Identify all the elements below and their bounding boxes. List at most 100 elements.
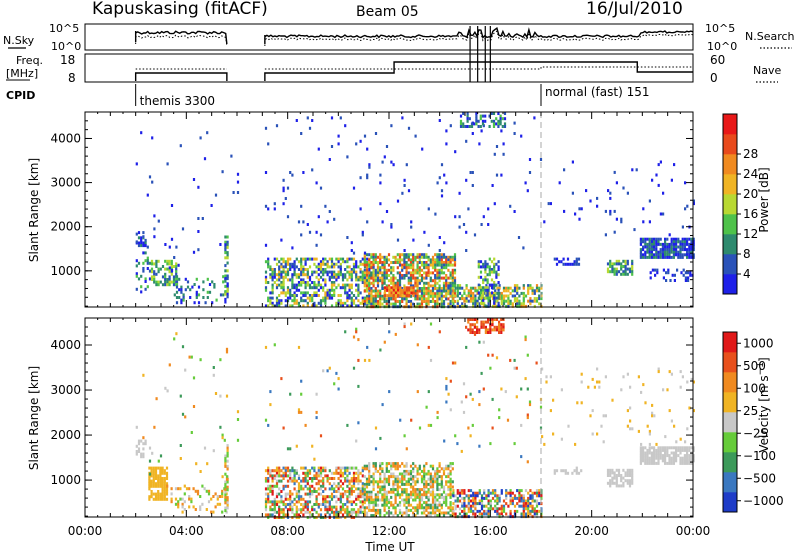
- data-cell: [488, 265, 491, 269]
- data-cell: [199, 508, 202, 511]
- data-cell: [372, 258, 375, 262]
- data-cell: [280, 273, 283, 277]
- data-cell: [500, 387, 503, 391]
- data-cell: [440, 292, 443, 296]
- data-cell: [357, 299, 360, 303]
- data-cell: [163, 479, 166, 483]
- data-cell: [535, 502, 539, 506]
- data-cell: [609, 265, 612, 268]
- freq-label-2: [MHz]: [6, 67, 38, 80]
- data-cell: [403, 184, 406, 187]
- data-cell: [165, 490, 169, 493]
- data-cell: [341, 283, 345, 287]
- data-cell: [484, 304, 487, 308]
- data-cell: [681, 242, 684, 246]
- data-cell: [398, 281, 402, 285]
- data-cell: [236, 191, 240, 194]
- data-cell: [646, 250, 649, 254]
- data-cell: [339, 497, 342, 501]
- data-cell: [280, 377, 283, 381]
- data-cell: [420, 287, 424, 290]
- data-cell: [269, 513, 272, 517]
- data-cell: [368, 297, 371, 301]
- data-cell: [159, 474, 162, 478]
- data-cell: [445, 255, 448, 259]
- data-cell: [339, 495, 342, 499]
- data-cell: [489, 366, 492, 370]
- data-cell: [611, 471, 614, 475]
- data-cell: [486, 296, 489, 300]
- data-cell: [451, 462, 454, 466]
- data-cell: [425, 493, 428, 497]
- data-cell: [436, 292, 439, 296]
- data-cell: [425, 276, 428, 280]
- data-cell: [686, 253, 689, 257]
- data-cell: [214, 492, 217, 496]
- data-cell: [465, 139, 468, 143]
- data-cell: [224, 292, 227, 296]
- colorbar-swatch: [723, 332, 737, 353]
- data-cell: [438, 119, 441, 122]
- data-cell: [451, 361, 455, 365]
- data-cell: [648, 237, 651, 241]
- data-cell: [291, 294, 294, 297]
- data-cell: [170, 265, 173, 268]
- data-cell: [688, 248, 691, 252]
- data-cell: [319, 508, 323, 512]
- data-cell: [264, 497, 268, 501]
- data-cell: [498, 507, 501, 511]
- data-cell: [524, 502, 528, 506]
- data-cell: [416, 276, 419, 280]
- data-cell: [226, 503, 229, 507]
- data-cell: [337, 134, 340, 138]
- data-cell: [264, 286, 268, 290]
- data-cell: [224, 264, 227, 268]
- data-cell: [613, 230, 616, 234]
- data-cell: [335, 508, 338, 512]
- data-cell: [690, 454, 693, 458]
- data-cell: [538, 289, 541, 293]
- data-cell: [398, 271, 402, 275]
- data-cell: [677, 250, 680, 254]
- data-cell: [339, 257, 342, 261]
- data-cell: [333, 510, 336, 514]
- data-cell: [642, 248, 645, 252]
- data-cell: [684, 276, 687, 280]
- data-cell: [390, 511, 393, 515]
- data-cell: [157, 479, 160, 483]
- data-cell: [401, 291, 404, 295]
- data-cell: [479, 260, 483, 264]
- data-cell: [482, 294, 485, 297]
- data-cell: [527, 512, 530, 516]
- data-cell: [385, 490, 388, 494]
- data-cell: [366, 147, 369, 151]
- data-cell: [322, 497, 325, 501]
- data-cell: [569, 262, 572, 266]
- data-cell: [416, 302, 419, 306]
- data-cell: [365, 495, 369, 499]
- data-cell: [308, 469, 312, 473]
- data-cell: [429, 472, 432, 476]
- data-cell: [412, 302, 415, 306]
- data-cell: [490, 112, 493, 115]
- data-cell: [363, 297, 366, 301]
- data-cell: [405, 271, 408, 275]
- data-cell: [286, 296, 290, 300]
- data-cell: [666, 245, 669, 249]
- data-cell: [271, 500, 274, 504]
- data-cell: [315, 495, 318, 499]
- data-cell: [175, 283, 179, 286]
- data-cell: [427, 490, 430, 494]
- data-cell: [480, 507, 484, 511]
- data-cell: [269, 471, 272, 475]
- data-cell: [390, 291, 393, 295]
- data-cell: [681, 461, 684, 465]
- data-cell: [401, 116, 404, 120]
- data-cell: [372, 255, 375, 259]
- data-cell: [513, 132, 516, 135]
- data-cell: [148, 474, 151, 478]
- data-cell: [573, 469, 576, 473]
- data-cell: [226, 282, 229, 286]
- data-cell: [368, 462, 371, 466]
- data-cell: [466, 112, 469, 115]
